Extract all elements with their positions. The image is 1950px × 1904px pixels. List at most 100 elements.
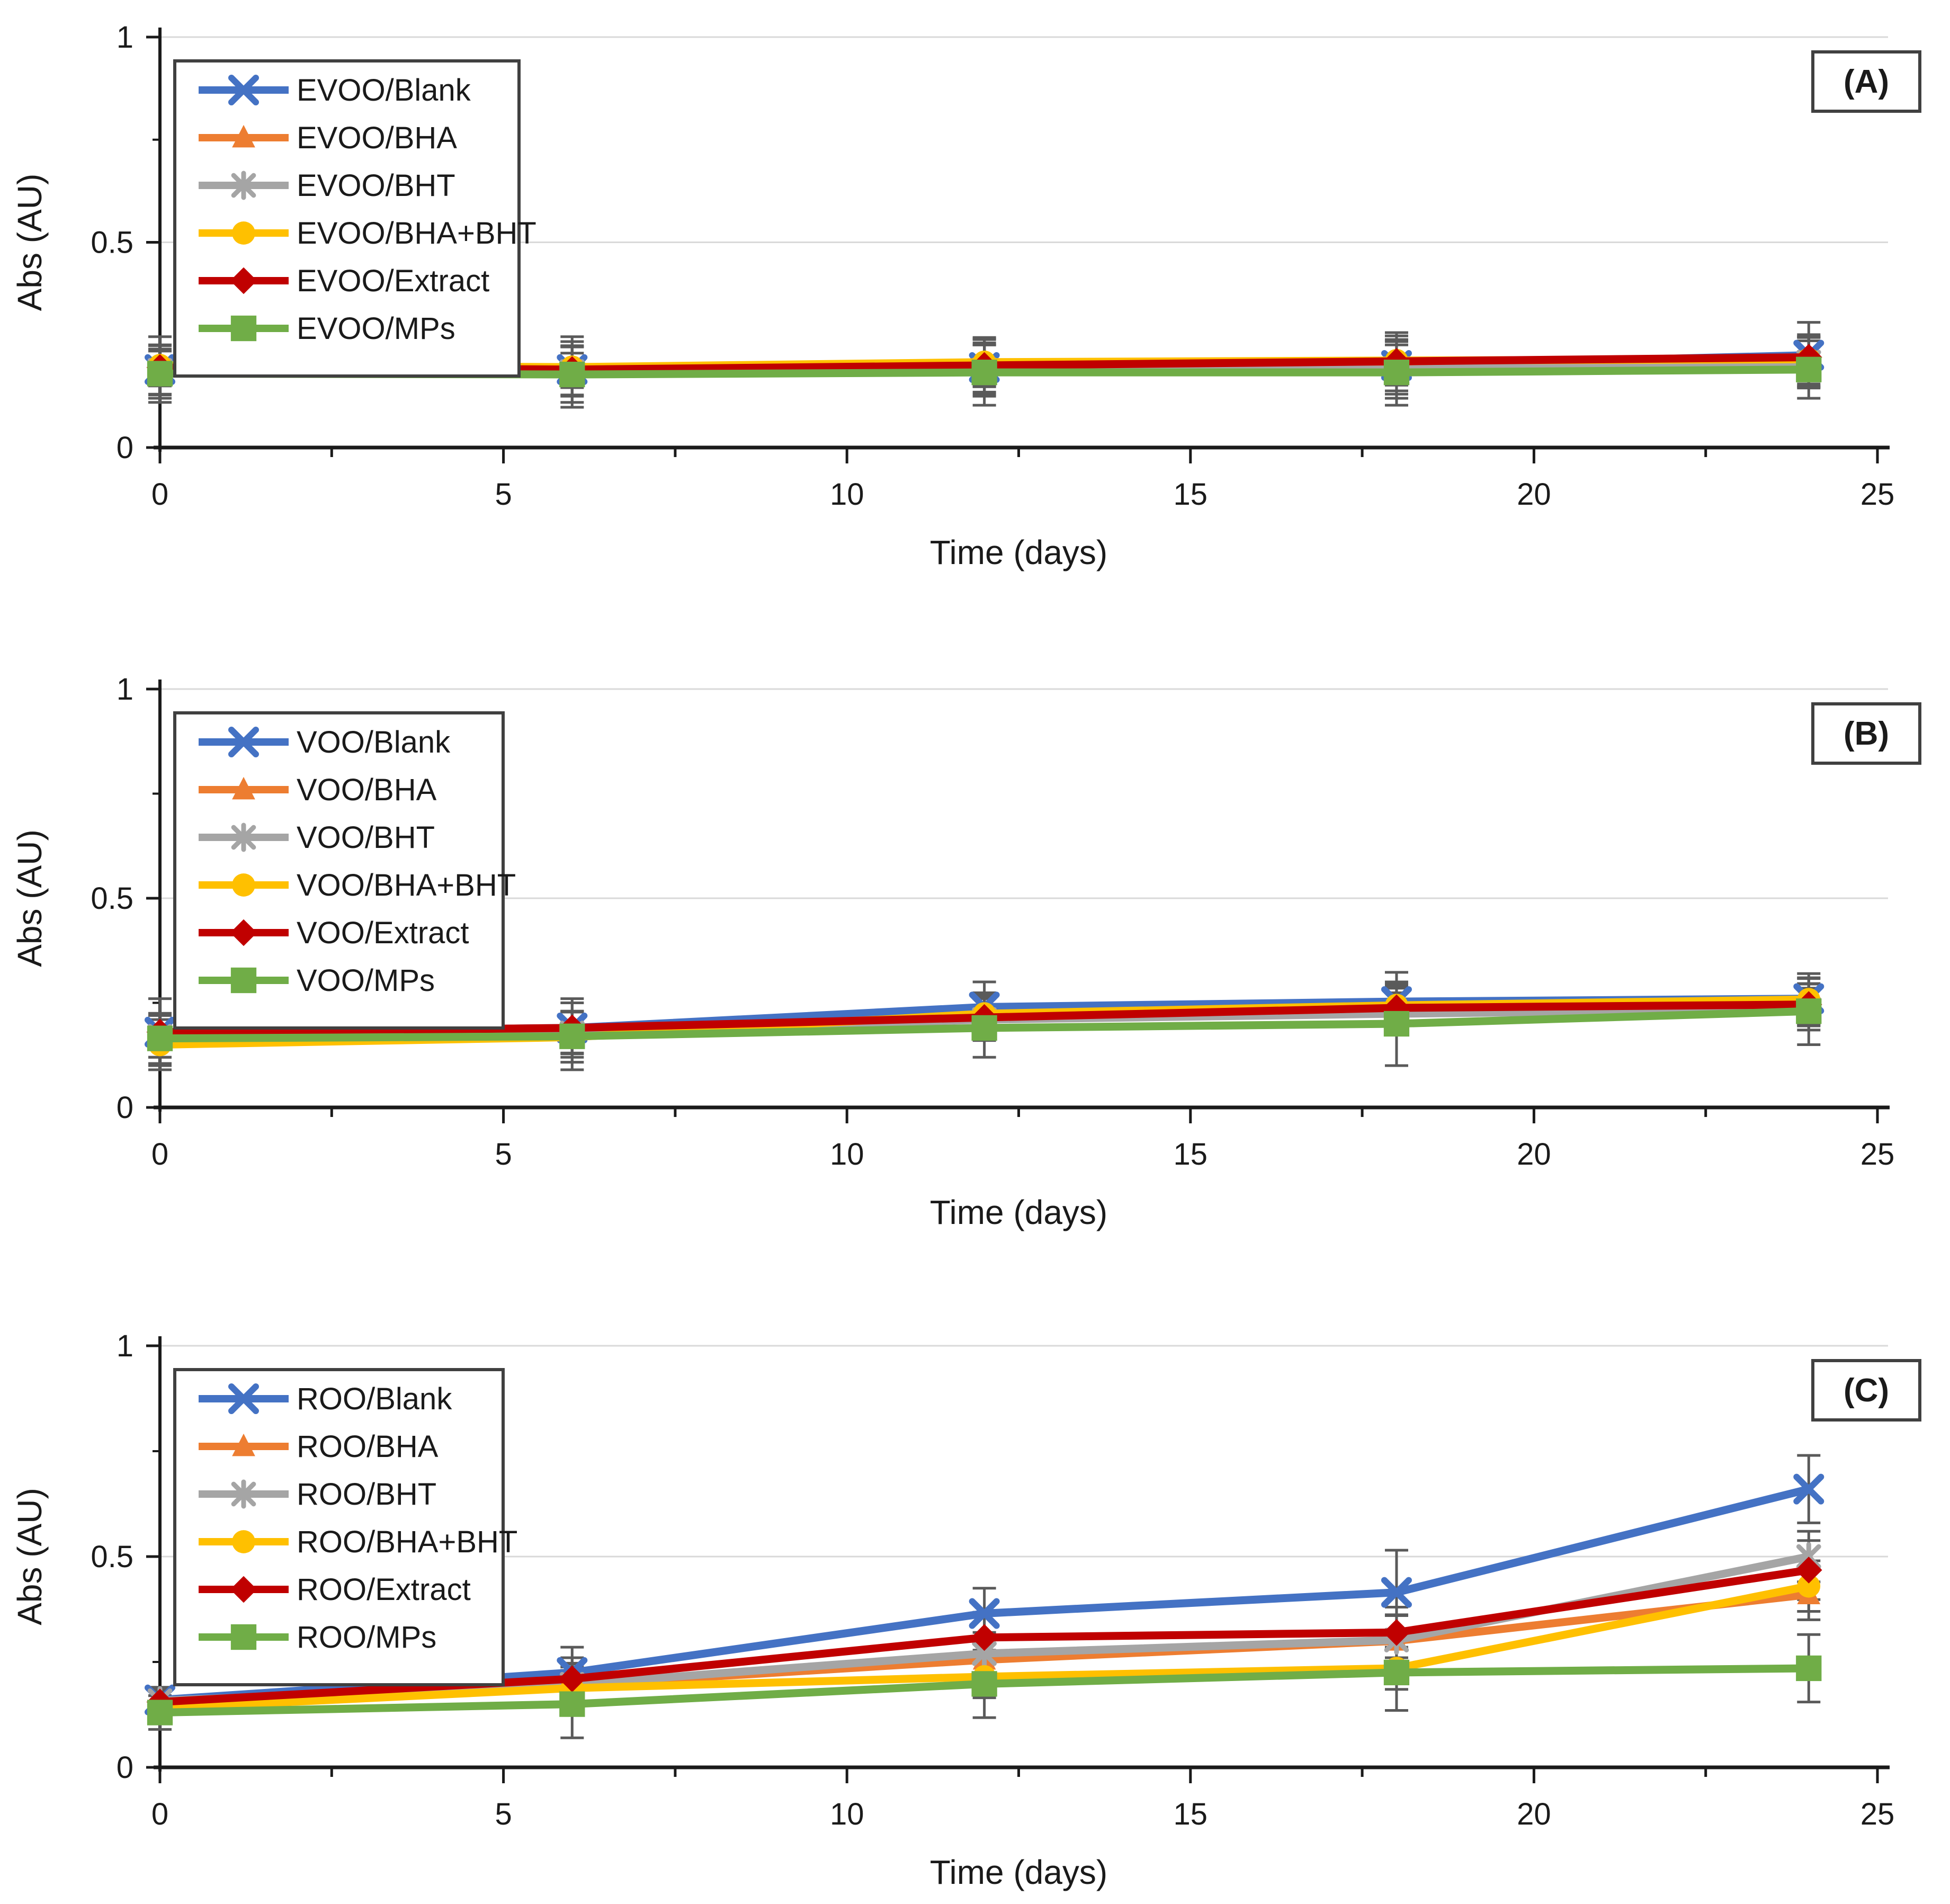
legend-item: EVOO/BHA [199,121,457,155]
legend: ROO/Blank ROO/BHA ROO/BHT ROO/BHA+BHT ROO/Ex… [173,1368,517,1686]
legend-marker-triangle [232,1433,255,1456]
legend-marker-circle [232,1530,255,1553]
legend-item: ROO/MPs [199,1620,436,1655]
square-marker-glyph [147,1700,173,1726]
y-tick-label: 1 [117,1329,133,1363]
panel-label-box: (B) [1811,702,1921,765]
panel-label-box: (C) [1811,1359,1921,1422]
legend-item: VOO/Blank [199,725,451,759]
panel-label-border [1811,702,1921,765]
data-marker [559,1023,585,1049]
y-axis-title: Abs (AU) [11,829,49,967]
triangle-marker-glyph [232,124,255,148]
legend-item: VOO/BHA+BHT [199,868,516,902]
x-marker-glyph [1793,1473,1824,1505]
x-tick-label: 20 [1517,477,1551,512]
panel-label: (A) [1844,64,1889,100]
legend-label: ROO/Blank [297,1382,452,1416]
x-marker-glyph [228,727,259,757]
x-tick-label: 5 [495,1137,512,1172]
asterisk-marker-glyph [231,823,256,852]
x-tick-label: 20 [1517,1797,1551,1831]
x-axis-title: Time (days) [930,533,1107,571]
data-marker [1796,356,1822,382]
legend-marker-square [230,315,257,342]
legend-marker-square [230,1624,257,1650]
square-marker-glyph [559,1023,585,1049]
legend-box [173,711,505,1030]
data-marker [1383,360,1410,386]
legend-label: EVOO/BHT [297,168,455,203]
data-marker [559,1691,585,1717]
panel-b-chart: 0 0.5 1 0 5 10 15 20 25 Abs (AU) Time (days) VOO/Bl… [0,634,1950,1269]
legend-marker-triangle [232,776,255,800]
x-tick-label: 15 [1174,477,1208,512]
y-tick-label: 0 [117,1090,133,1125]
legend-marker-diamond [230,919,257,946]
legend-item: VOO/MPs [199,963,435,998]
panel-label-box: (A) [1811,50,1921,113]
legend-marker-x-cross [228,727,259,757]
square-marker-glyph [559,1691,585,1717]
legend-item: ROO/Extract [199,1572,471,1607]
x-tick-label: 5 [495,1797,512,1831]
square-marker-glyph [971,360,997,386]
square-marker-glyph [971,1015,997,1041]
legend-marker-circle [232,221,255,245]
diamond-marker-glyph [1383,994,1410,1022]
legend-marker-asterisk [231,171,256,200]
triangle-marker-glyph [232,1433,255,1456]
legend-label: VOO/BHA+BHT [297,868,516,902]
x-marker-glyph [228,1383,259,1414]
legend-label: ROO/BHA [297,1429,439,1464]
data-marker [969,1598,1000,1629]
legend-label: VOO/MPs [297,963,435,998]
legend-item: ROO/BHT [199,1477,436,1512]
data-marker [1383,1619,1410,1646]
y-axis-title: Abs (AU) [11,174,49,311]
legend-item: VOO/BHT [199,820,435,855]
square-marker-glyph [1796,998,1822,1024]
square-marker-glyph [971,1671,997,1697]
legend-marker-square [230,967,257,994]
legend-marker-x-cross [228,1383,259,1414]
diamond-marker-glyph [230,919,257,946]
x-tick-label: 15 [1174,1797,1208,1831]
legend-label: VOO/Extract [297,916,469,950]
data-marker [147,1025,173,1051]
legend-item: EVOO/BHT [199,168,455,203]
data-marker [971,360,997,386]
legend-label: EVOO/Blank [297,73,471,108]
square-marker-glyph [1383,360,1410,386]
legend-label: VOO/Blank [297,725,451,759]
triangle-marker-glyph [232,776,255,800]
data-marker [1797,1574,1821,1598]
x-tick-label: 0 [151,1797,168,1831]
circle-marker-glyph [232,221,255,245]
x-tick-label: 20 [1517,1137,1551,1172]
x-marker-glyph [1381,1577,1412,1608]
diamond-marker-glyph [1383,1619,1410,1646]
legend-box [173,1368,505,1686]
legend-marker-triangle [232,124,255,148]
y-tick-label: 0 [117,431,133,465]
legend-label: EVOO/BHA [297,121,457,155]
panel-label: (C) [1844,1372,1889,1409]
square-marker-glyph [559,361,585,388]
data-marker [1383,1659,1410,1686]
x-tick-label: 0 [151,1137,168,1172]
panel-c-chart: 0 0.5 1 0 5 10 15 20 25 Abs (AU) Time (days) ROO/Bl… [0,1269,1950,1904]
square-marker-glyph [147,1025,173,1051]
data-marker [147,1700,173,1726]
data-marker [1383,994,1410,1022]
x-tick-label: 25 [1860,1797,1895,1831]
square-marker-glyph [230,1624,257,1650]
data-marker [559,361,585,388]
legend-label: EVOO/BHA+BHT [297,216,536,251]
x-tick-label: 25 [1860,1137,1895,1172]
y-tick-label: 0.5 [91,226,133,260]
legend-item: EVOO/Blank [199,73,471,108]
